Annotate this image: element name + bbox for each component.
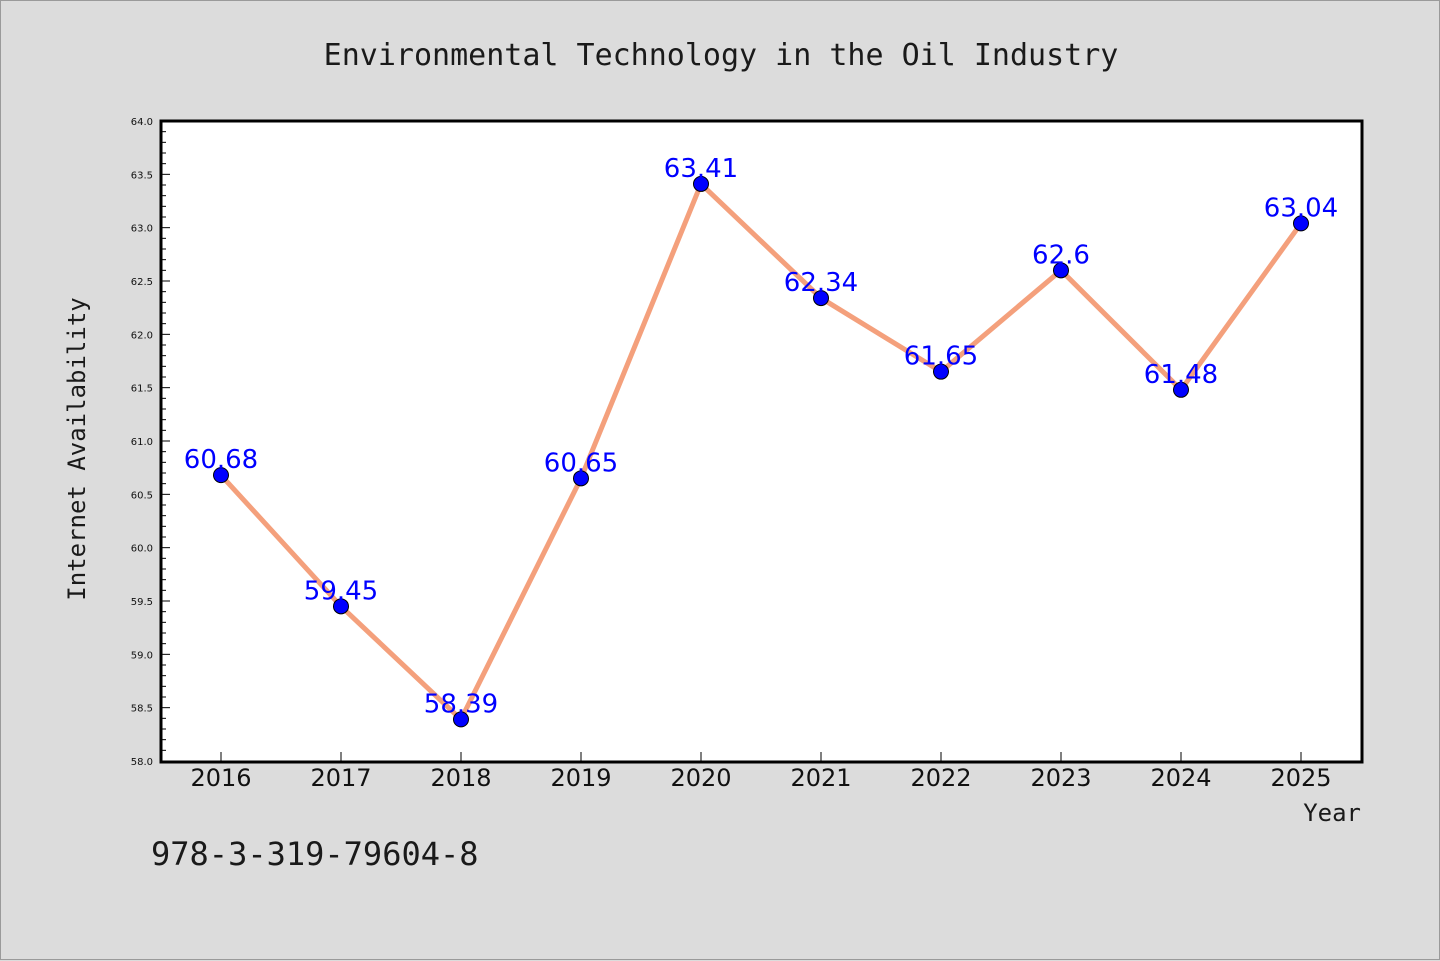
x-tick-label: 2018 [430,764,491,792]
y-tick-label: 58.0 [131,757,153,768]
data-label: 63.41 [664,154,738,184]
data-point [1053,262,1069,279]
data-label: 61.65 [904,342,978,372]
y-tick-label: 63.5 [131,170,153,181]
data-point [1293,215,1309,232]
data-label: 62.6 [1032,240,1090,270]
y-tick-label: 62.5 [131,277,153,288]
data-label: 58.39 [424,689,498,719]
x-tick-label: 2022 [910,764,971,792]
chart-title: Environmental Technology in the Oil Indu… [324,38,1119,73]
data-point [453,711,469,728]
y-tick-label: 59.0 [131,650,153,661]
data-point [693,175,709,192]
data-point [573,470,589,487]
data-label: 61.48 [1144,360,1218,390]
y-tick-label: 63.0 [131,224,153,235]
data-label: 60.68 [184,445,258,475]
data-label: 60.65 [544,448,618,478]
data-point [1173,381,1189,398]
x-tick-label: 2021 [790,764,851,792]
x-tick-label: 2025 [1270,764,1331,792]
plot-area [159,119,1364,764]
x-tick-label: 2023 [1030,764,1091,792]
y-tick-label: 64.0 [131,117,153,128]
data-label: 63.04 [1264,193,1338,223]
series-layer: 60.68 59.45 58.39 60.65 63.41 62.34 61.65 62.6 6… [184,154,1338,728]
x-tick-label: 2019 [550,764,611,792]
x-tick-label: 2024 [1150,764,1211,792]
data-label: 62.34 [784,268,858,298]
y-axis: 58.0 58.5 59.0 59.5 60.0 60.5 61.0 61.5 62.0 62.5… [131,117,170,768]
x-tick-label: 2017 [310,764,371,792]
isbn-text: 978-3-319-79604-8 [151,835,479,873]
x-axis: 2016 2017 2018 2019 2020 2021 2022 2023 2024 2025 [190,752,1332,792]
x-axis-label: Year [1303,799,1361,827]
y-tick-label: 60.0 [131,544,153,555]
data-point [333,598,349,615]
data-point [213,467,229,484]
y-tick-label: 61.0 [131,437,153,448]
x-tick-label: 2016 [190,764,251,792]
y-tick-label: 58.5 [131,704,153,715]
data-point [813,290,829,307]
y-axis-label: Internet Availability [63,297,91,600]
data-label: 59.45 [304,576,378,606]
y-tick-label: 60.5 [131,490,153,501]
y-tick-label: 61.5 [131,384,153,395]
data-point [933,363,949,380]
x-tick-label: 2020 [670,764,731,792]
series-line [218,181,1304,722]
y-tick-label: 62.0 [131,330,153,341]
y-tick-label: 59.5 [131,597,153,608]
